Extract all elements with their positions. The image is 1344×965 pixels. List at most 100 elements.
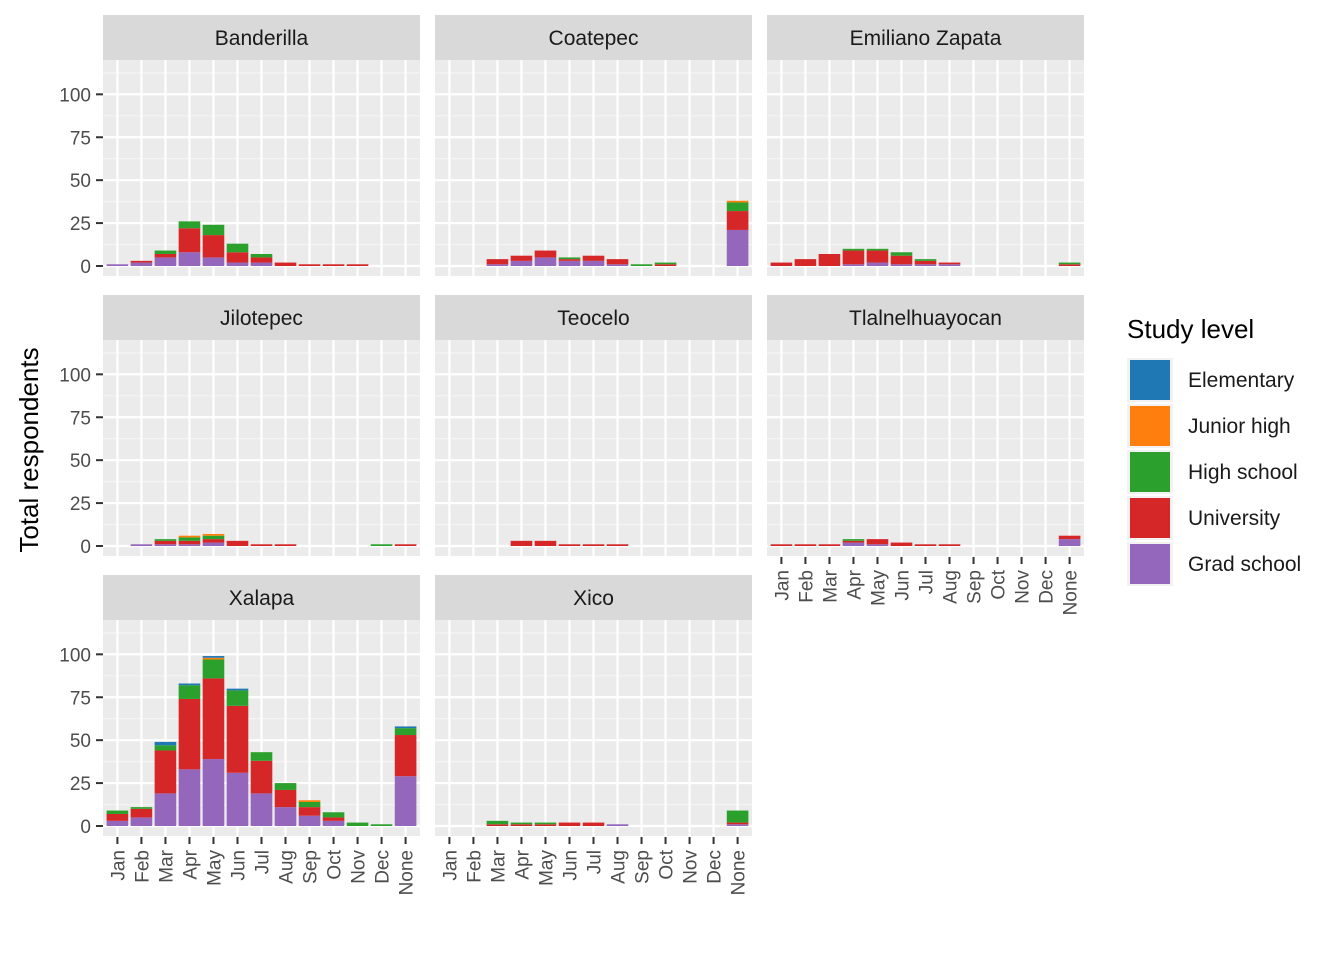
x-tick-label: Jun xyxy=(228,850,249,881)
bar-tlalnelhuayocan-none-university xyxy=(1058,535,1081,540)
x-tick-label: Aug xyxy=(941,570,962,604)
y-tick-label: 0 xyxy=(80,537,91,558)
bar-coatepec-aug-university xyxy=(606,259,629,265)
panel-emiliano-zapata: Emiliano Zapata xyxy=(767,15,1084,276)
bar-xalapa-jun-grad-school xyxy=(226,772,249,826)
panels-layer: Banderilla 0 25 50 75 100 Coatepec Emiliano Zap… xyxy=(59,15,1084,895)
bar-emiliano-zapata-jun-university xyxy=(890,255,913,265)
y-tick-label: 25 xyxy=(70,494,91,515)
strip-xalapa xyxy=(103,575,420,620)
legend-item-junior-high: Junior high xyxy=(1127,404,1291,448)
bar-xico-jul-university xyxy=(582,822,605,826)
bar-xalapa-aug-university xyxy=(274,789,297,808)
bar-xalapa-mar-grad-school xyxy=(154,793,177,826)
bar-tlalnelhuayocan-apr-grad-school xyxy=(842,542,865,546)
bar-tlalnelhuayocan-jul-university xyxy=(914,544,937,546)
bar-xalapa-jun-elementary xyxy=(226,688,249,691)
bar-xalapa-oct-high-school xyxy=(322,812,345,818)
bar-xalapa-jan-grad-school xyxy=(106,820,129,826)
bar-banderilla-apr-high-school xyxy=(178,221,201,229)
bar-xalapa-aug-grad-school xyxy=(274,807,297,826)
x-tick-label: Feb xyxy=(796,570,817,603)
bar-tlalnelhuayocan-feb-university xyxy=(794,544,817,546)
y-tick-label: 50 xyxy=(70,451,91,472)
bar-xalapa-jun-high-school xyxy=(226,690,249,706)
bar-xalapa-apr-high-school xyxy=(178,685,201,699)
bar-xalapa-apr-grad-school xyxy=(178,769,201,826)
x-tick-label: Jan xyxy=(108,850,129,881)
panel-jilotepec: Jilotepec 0 25 50 75 100 xyxy=(59,295,420,558)
bar-coatepec-none-grad-school xyxy=(726,229,749,266)
bar-xalapa-jul-grad-school xyxy=(250,793,273,826)
bar-coatepec-sep-high-school xyxy=(630,264,653,266)
strip-coatepec xyxy=(435,15,752,60)
strip-label-xalapa: Xalapa xyxy=(229,587,295,610)
bar-coatepec-apr-grad-school xyxy=(510,260,533,266)
bar-banderilla-nov-university xyxy=(346,264,369,266)
bar-teocelo-jul-university xyxy=(582,544,605,546)
x-tick-label: Aug xyxy=(609,850,630,884)
strip-xico xyxy=(435,575,752,620)
y-tick-label: 50 xyxy=(70,171,91,192)
bar-emiliano-zapata-none-university xyxy=(1058,264,1081,266)
bar-banderilla-oct-university xyxy=(322,264,345,266)
bar-emiliano-zapata-apr-university xyxy=(842,250,865,265)
y-tick-label: 100 xyxy=(59,645,91,666)
x-tick-label: Feb xyxy=(132,850,153,883)
bar-xalapa-jul-university xyxy=(250,760,273,794)
bar-xico-mar-high-school xyxy=(486,820,509,825)
bar-emiliano-zapata-apr-grad-school xyxy=(842,264,865,266)
bar-coatepec-oct-university xyxy=(654,264,677,266)
bar-emiliano-zapata-feb-university xyxy=(794,259,817,266)
bar-jilotepec-apr-university xyxy=(178,540,201,545)
bar-banderilla-jan-grad-school xyxy=(106,264,129,266)
legend-label-grad-school: Grad school xyxy=(1188,553,1301,576)
bar-jilotepec-may-university xyxy=(202,539,225,543)
legend-label-university: University xyxy=(1188,507,1281,530)
bar-banderilla-jul-university xyxy=(250,257,273,263)
legend-swatch-high-school xyxy=(1130,452,1170,492)
strip-teocelo xyxy=(435,295,752,340)
y-tick-label: 25 xyxy=(70,214,91,235)
bar-banderilla-jun-university xyxy=(226,252,249,263)
x-tick-label: Apr xyxy=(844,569,865,599)
bar-xico-apr-high-school xyxy=(510,822,533,825)
bar-xalapa-feb-university xyxy=(130,808,153,818)
bar-jilotepec-may-high-school xyxy=(202,535,225,540)
bar-jilotepec-dec-high-school xyxy=(370,544,393,546)
x-tick-label: May xyxy=(868,570,889,606)
bar-xalapa-may-elementary xyxy=(202,656,225,658)
bar-emiliano-zapata-jun-high-school xyxy=(890,252,913,256)
bar-jilotepec-may-grad-school xyxy=(202,542,225,546)
x-tick-label: Jun xyxy=(892,570,913,601)
legend-swatch-junior-high xyxy=(1130,406,1170,446)
bar-emiliano-zapata-may-university xyxy=(866,250,889,263)
bar-jilotepec-feb-grad-school xyxy=(130,544,153,546)
bar-coatepec-jun-high-school xyxy=(558,257,581,260)
bar-xalapa-sep-university xyxy=(298,807,321,816)
bar-emiliano-zapata-jul-high-school xyxy=(914,259,937,261)
x-tick-label: Nov xyxy=(1013,570,1034,604)
bar-xico-apr-university xyxy=(510,824,533,826)
bar-xico-mar-university xyxy=(486,824,509,826)
bar-jilotepec-apr-high-school xyxy=(178,537,201,541)
bar-tlalnelhuayocan-apr-high-school xyxy=(842,539,865,541)
bar-tlalnelhuayocan-none-grad-school xyxy=(1058,539,1081,546)
x-tick-label: Apr xyxy=(512,849,533,879)
bar-coatepec-none-high-school xyxy=(726,202,749,212)
bar-xalapa-may-grad-school xyxy=(202,759,225,826)
y-tick-label: 75 xyxy=(70,408,91,429)
x-tick-label: None xyxy=(729,850,750,895)
bar-banderilla-jul-grad-school xyxy=(250,262,273,266)
bar-banderilla-apr-university xyxy=(178,228,201,253)
strip-label-emiliano-zapata: Emiliano Zapata xyxy=(850,27,1002,50)
bar-xalapa-mar-university xyxy=(154,750,177,794)
bar-teocelo-may-university xyxy=(534,540,557,546)
x-tick-label: Oct xyxy=(657,849,678,879)
bar-coatepec-may-grad-school xyxy=(534,257,557,266)
bar-jilotepec-aug-university xyxy=(274,544,297,546)
bar-jilotepec-apr-grad-school xyxy=(178,544,201,546)
bar-coatepec-mar-university xyxy=(486,259,509,265)
bar-tlalnelhuayocan-apr-university xyxy=(842,540,865,543)
bar-jilotepec-mar-grad-school xyxy=(154,544,177,546)
